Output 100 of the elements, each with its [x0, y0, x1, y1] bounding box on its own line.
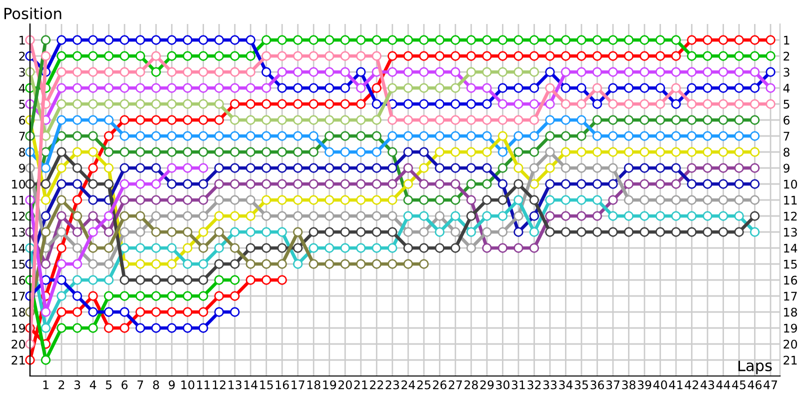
- point: [576, 115, 586, 125]
- point: [702, 227, 712, 237]
- point: [671, 99, 681, 109]
- point: [498, 35, 508, 45]
- point: [608, 99, 618, 109]
- point: [198, 51, 208, 61]
- point: [88, 35, 98, 45]
- point: [214, 83, 224, 93]
- point: [592, 147, 602, 157]
- point: [214, 275, 224, 285]
- point: [592, 67, 602, 77]
- point: [624, 67, 634, 77]
- point: [246, 67, 256, 77]
- point: [466, 51, 476, 61]
- point: [750, 211, 760, 221]
- point: [734, 131, 744, 141]
- point: [766, 83, 776, 93]
- point: [72, 83, 82, 93]
- x-tick-label: 35: [574, 380, 588, 390]
- point: [166, 227, 177, 237]
- point: [545, 35, 555, 45]
- y2-tick-label: 19: [784, 324, 797, 333]
- point: [686, 67, 697, 77]
- point: [655, 131, 666, 141]
- point: [545, 179, 555, 189]
- point: [592, 51, 602, 61]
- point: [419, 243, 429, 253]
- point: [388, 211, 398, 221]
- point: [135, 67, 146, 77]
- point: [655, 147, 666, 157]
- x-tick-label: 4: [90, 380, 96, 390]
- point: [718, 115, 728, 125]
- point: [356, 179, 366, 189]
- point: [135, 83, 146, 93]
- y-tick-label: 14: [12, 244, 26, 252]
- point: [166, 243, 177, 253]
- point: [308, 259, 318, 269]
- point: [514, 99, 524, 109]
- point: [734, 115, 744, 125]
- point: [356, 51, 366, 61]
- y-tick-label: 5: [19, 100, 25, 109]
- point: [498, 131, 508, 141]
- point: [466, 115, 476, 125]
- point: [718, 147, 728, 157]
- point: [734, 35, 744, 45]
- point: [151, 211, 161, 221]
- point: [671, 211, 681, 221]
- point: [214, 99, 224, 109]
- y2-tick-label: 6: [784, 116, 790, 125]
- point: [498, 243, 508, 253]
- point: [514, 147, 524, 157]
- point: [450, 147, 460, 157]
- point: [671, 147, 681, 157]
- point: [135, 51, 146, 61]
- point: [135, 131, 146, 141]
- point: [419, 227, 429, 237]
- point: [292, 83, 303, 93]
- point: [686, 179, 697, 189]
- y-tick-label: 3: [19, 68, 25, 77]
- point: [135, 147, 146, 157]
- point: [308, 179, 318, 189]
- point: [151, 243, 161, 253]
- point: [246, 99, 256, 109]
- point: [246, 275, 256, 285]
- point: [356, 259, 366, 269]
- point: [466, 211, 476, 221]
- point: [718, 83, 728, 93]
- point: [120, 99, 130, 109]
- y2-tick-label: 4: [783, 84, 790, 92]
- point: [686, 195, 697, 205]
- point: [356, 211, 366, 221]
- point: [514, 195, 524, 205]
- y-tick-label: 9: [19, 164, 26, 173]
- point: [419, 67, 429, 77]
- point: [592, 83, 602, 93]
- point: [655, 35, 666, 45]
- x-tick-label: 3: [74, 380, 80, 390]
- point: [340, 99, 350, 109]
- point: [72, 195, 82, 205]
- point: [624, 147, 634, 157]
- point: [198, 259, 208, 269]
- point: [230, 83, 240, 93]
- point: [135, 227, 146, 237]
- x-tick-label: 31: [512, 380, 525, 390]
- point: [214, 307, 224, 317]
- point: [608, 51, 618, 61]
- point: [261, 211, 272, 221]
- point: [608, 35, 618, 45]
- point: [734, 51, 744, 61]
- point: [545, 195, 555, 205]
- y2-tick-label: 15: [784, 260, 797, 269]
- point: [182, 35, 192, 45]
- point: [576, 131, 586, 141]
- point: [308, 51, 318, 61]
- point: [151, 83, 161, 93]
- point: [750, 147, 760, 157]
- point: [560, 163, 571, 173]
- point: [340, 195, 350, 205]
- point: [419, 163, 429, 173]
- y-axis-title: Position: [4, 7, 62, 20]
